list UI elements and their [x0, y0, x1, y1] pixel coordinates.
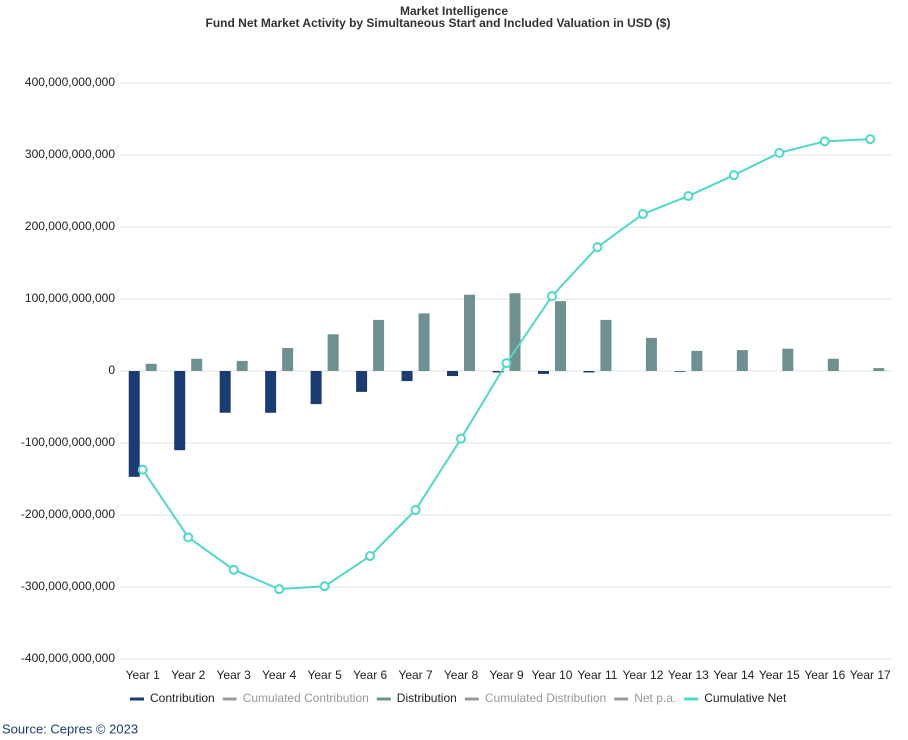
- bar: [827, 358, 839, 371]
- bar: [554, 301, 566, 371]
- bar: [145, 363, 157, 371]
- bar: [265, 371, 277, 413]
- y-tick-label: 300,000,000,000: [25, 147, 115, 161]
- bar: [464, 294, 476, 371]
- y-tick-label: -100,000,000,000: [21, 435, 115, 449]
- bar: [645, 337, 657, 371]
- bar: [674, 371, 686, 372]
- legend-label: Cumulative Net: [704, 691, 787, 705]
- y-tick-label: 400,000,000,000: [25, 75, 115, 89]
- line-point: [546, 291, 557, 302]
- line-point: [228, 564, 239, 575]
- line-point: [137, 464, 148, 475]
- x-tick-label: Year 15: [759, 668, 800, 682]
- line-point: [865, 134, 876, 145]
- bar: [418, 313, 430, 371]
- y-tick-label: 100,000,000,000: [25, 291, 115, 305]
- y-tick-label: 0: [108, 363, 115, 377]
- y-tick-label: 200,000,000,000: [25, 219, 115, 233]
- legend-label: Contribution: [150, 691, 215, 705]
- bar: [537, 371, 549, 374]
- line-point: [274, 584, 285, 595]
- legend-label: Distribution: [397, 691, 457, 705]
- legend-label: Cumulated Distribution: [485, 691, 606, 705]
- legend-item: Cumulated Contribution: [222, 691, 369, 705]
- line-point: [774, 147, 785, 158]
- line-point: [728, 170, 739, 181]
- chart-subtitle: Fund Net Market Activity by Simultaneous…: [206, 16, 671, 30]
- x-tick-label: Year 16: [804, 668, 845, 682]
- bar: [282, 347, 294, 371]
- chart-title: Market Intelligence: [400, 4, 508, 18]
- y-tick-label: -400,000,000,000: [21, 651, 115, 665]
- line-point: [456, 433, 467, 444]
- bar: [509, 293, 521, 371]
- legend-item: Net p.a.: [614, 691, 676, 705]
- x-tick-label: Year 5: [307, 668, 342, 682]
- line-point: [683, 191, 694, 202]
- line-point: [410, 504, 421, 515]
- bar: [691, 350, 703, 371]
- bar: [327, 334, 339, 371]
- x-tick-label: Year 11: [577, 668, 617, 682]
- line-point: [501, 358, 512, 369]
- bar: [782, 348, 794, 371]
- x-tick-label: Year 8: [444, 668, 479, 682]
- line-point: [637, 209, 648, 220]
- x-tick-label: Year 10: [532, 668, 573, 682]
- x-tick-label: Year 7: [398, 668, 433, 682]
- y-tick-label: -300,000,000,000: [21, 579, 115, 593]
- x-tick-label: Year 12: [622, 668, 663, 682]
- x-tick-label: Year 2: [171, 668, 206, 682]
- line-point: [592, 242, 603, 253]
- bar: [583, 371, 595, 373]
- line-point: [365, 551, 376, 562]
- line-point: [819, 136, 830, 147]
- bar: [447, 371, 459, 377]
- bar: [873, 368, 885, 371]
- x-tick-label: Year 9: [489, 668, 524, 682]
- source-note: Source: Cepres © 2023: [2, 721, 138, 736]
- x-tick-label: Year 3: [217, 668, 252, 682]
- bar: [492, 371, 504, 373]
- x-tick-label: Year 13: [668, 668, 709, 682]
- bar: [128, 371, 140, 477]
- legend-item: Contribution: [130, 691, 215, 705]
- bar: [236, 360, 248, 371]
- bar: [373, 319, 385, 371]
- x-tick-label: Year 4: [262, 668, 297, 682]
- legend-label: Cumulated Contribution: [243, 691, 369, 705]
- legend-item: Cumulative Net: [684, 691, 787, 705]
- bar: [600, 319, 612, 371]
- legend-item: Distribution: [376, 691, 457, 705]
- legend-item: Cumulated Distribution: [464, 691, 606, 705]
- bar: [401, 371, 413, 382]
- bar: [219, 371, 231, 413]
- bar: [356, 371, 368, 392]
- x-tick-label: Year 6: [353, 668, 388, 682]
- y-tick-label: -200,000,000,000: [21, 507, 115, 521]
- x-tick-label: Year 1: [126, 668, 161, 682]
- line-point: [319, 581, 330, 592]
- bar: [736, 350, 748, 371]
- line-point: [183, 532, 194, 543]
- bar: [191, 358, 203, 371]
- legend-label: Net p.a.: [634, 691, 676, 705]
- x-tick-label: Year 17: [850, 668, 891, 682]
- bar: [174, 371, 186, 451]
- bar: [310, 371, 322, 405]
- x-tick-label: Year 14: [713, 668, 754, 682]
